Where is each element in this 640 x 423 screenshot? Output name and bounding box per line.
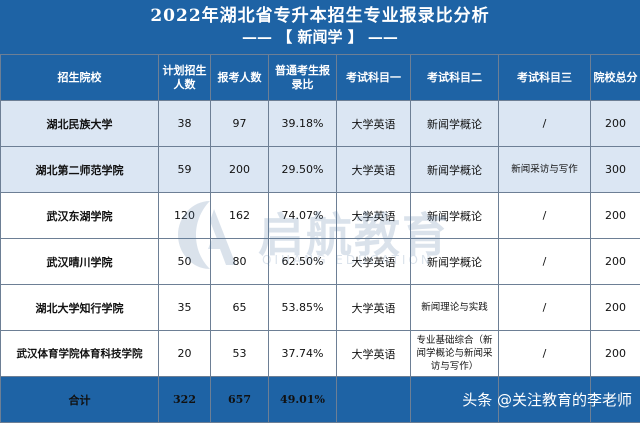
header-subject2: 考试科目二 [411,55,499,101]
cell-subject3: / [499,239,591,285]
cell-subject2: 新闻理论与实践 [411,285,499,331]
header-total-score: 院校总分 [591,55,640,101]
cell-subject1: 大学英语 [337,193,411,239]
cell-subject3: / [499,193,591,239]
cell-total: 300 [591,147,640,193]
totals-ratio: 49.01% [269,377,337,423]
cell-ratio: 74.07% [269,193,337,239]
cell-subject2: 新闻学概论 [411,193,499,239]
cell-school: 湖北大学知行学院 [1,285,159,331]
table-row: 武汉东湖学院 120 162 74.07% 大学英语 新闻学概论 / 200 [1,193,640,239]
totals-plan: 322 [159,377,211,423]
cell-subject1: 大学英语 [337,101,411,147]
page-title: 2022年湖北省专升本招生专业报录比分析 [0,0,640,27]
page-subtitle: —— 【 新闻学 】 —— [0,27,640,47]
cell-applicants: 53 [211,331,269,377]
cell-plan: 20 [159,331,211,377]
table-row: 武汉体育学院体育科技学院 20 53 37.74% 大学英语 专业基础综合（新闻… [1,331,640,377]
cell-subject1: 大学英语 [337,147,411,193]
cell-ratio: 29.50% [269,147,337,193]
table-row: 湖北第二师范学院 59 200 29.50% 大学英语 新闻学概论 新闻采访与写… [1,147,640,193]
cell-applicants: 162 [211,193,269,239]
cell-plan: 120 [159,193,211,239]
cell-school: 武汉晴川学院 [1,239,159,285]
cell-total: 200 [591,331,640,377]
cell-subject1: 大学英语 [337,331,411,377]
cell-plan: 38 [159,101,211,147]
table-header-row: 招生院校 计划招生人数 报考人数 普通考生报录比 考试科目一 考试科目二 考试科… [1,55,640,101]
cell-school: 武汉体育学院体育科技学院 [1,331,159,377]
source-credit: 头条 @关注教育的李老师 [462,389,632,410]
cell-applicants: 97 [211,101,269,147]
cell-school: 武汉东湖学院 [1,193,159,239]
cell-ratio: 39.18% [269,101,337,147]
totals-applicants: 657 [211,377,269,423]
header-subject1: 考试科目一 [337,55,411,101]
title-banner: 2022年湖北省专升本招生专业报录比分析 —— 【 新闻学 】 —— [0,0,640,54]
cell-subject3: / [499,285,591,331]
header-subject3: 考试科目三 [499,55,591,101]
table-row: 湖北民族大学 38 97 39.18% 大学英语 新闻学概论 / 200 [1,101,640,147]
header-applicants: 报考人数 [211,55,269,101]
cell-subject2: 专业基础综合（新闻学概论与新闻采访与写作） [411,331,499,377]
table-row: 武汉晴川学院 50 80 62.50% 大学英语 新闻学概论 / 200 [1,239,640,285]
cell-plan: 59 [159,147,211,193]
cell-subject3: / [499,101,591,147]
cell-plan: 50 [159,239,211,285]
cell-total: 200 [591,101,640,147]
cell-school: 湖北第二师范学院 [1,147,159,193]
cell-ratio: 53.85% [269,285,337,331]
totals-empty [337,377,411,423]
table-row: 湖北大学知行学院 35 65 53.85% 大学英语 新闻理论与实践 / 200 [1,285,640,331]
cell-plan: 35 [159,285,211,331]
cell-school: 湖北民族大学 [1,101,159,147]
cell-total: 200 [591,285,640,331]
cell-applicants: 80 [211,239,269,285]
cell-total: 200 [591,193,640,239]
cell-subject1: 大学英语 [337,239,411,285]
enrollment-table: 招生院校 计划招生人数 报考人数 普通考生报录比 考试科目一 考试科目二 考试科… [0,54,640,423]
cell-subject3: 新闻采访与写作 [499,147,591,193]
cell-subject2: 新闻学概论 [411,147,499,193]
cell-applicants: 65 [211,285,269,331]
cell-subject2: 新闻学概论 [411,101,499,147]
header-plan: 计划招生人数 [159,55,211,101]
cell-subject3: / [499,331,591,377]
cell-applicants: 200 [211,147,269,193]
cell-subject1: 大学英语 [337,285,411,331]
header-school: 招生院校 [1,55,159,101]
header-ratio: 普通考生报录比 [269,55,337,101]
cell-total: 200 [591,239,640,285]
cell-subject2: 新闻学概论 [411,239,499,285]
cell-ratio: 62.50% [269,239,337,285]
totals-label: 合计 [1,377,159,423]
cell-ratio: 37.74% [269,331,337,377]
